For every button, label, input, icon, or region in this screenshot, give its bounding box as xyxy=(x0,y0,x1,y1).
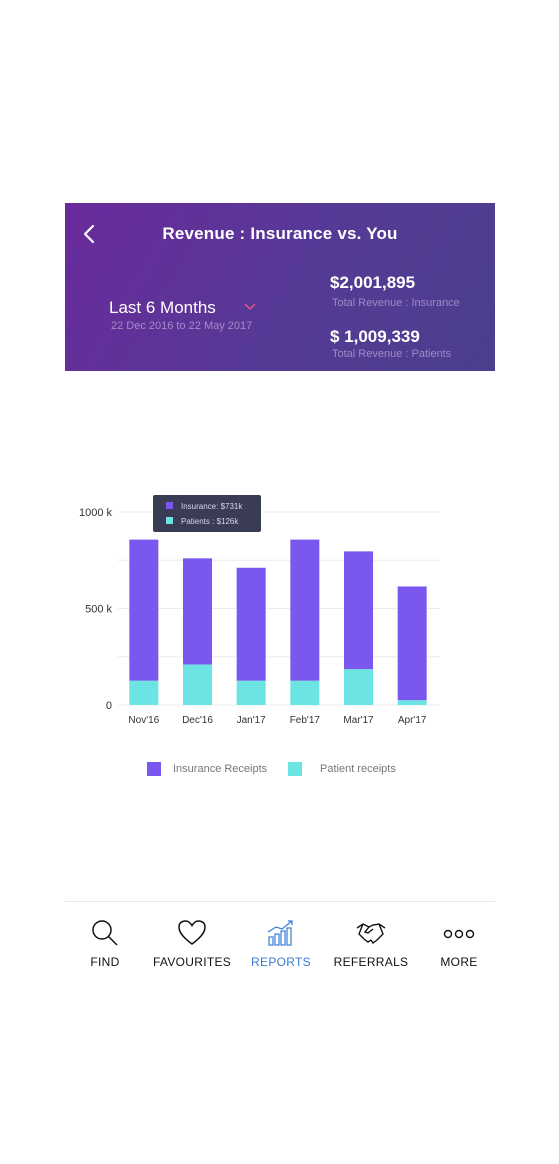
x-tick-label: Mar'17 xyxy=(343,715,374,726)
bar-patients[interactable] xyxy=(397,700,427,705)
bar-patients[interactable] xyxy=(344,669,373,705)
y-tick-label: 0 xyxy=(106,700,112,712)
date-range: 22 Dec 2016 to 22 May 2017 xyxy=(111,320,253,332)
search-icon xyxy=(92,920,118,946)
patients-revenue-amount: $ 1,009,339 xyxy=(330,327,420,346)
tab-referrals[interactable]: REFERRALS xyxy=(328,902,414,972)
tooltip-patients-swatch xyxy=(166,517,173,524)
y-tick-label: 1000 k xyxy=(79,507,113,519)
insurance-revenue-amount: $2,001,895 xyxy=(330,273,416,292)
patients-legend-swatch xyxy=(288,762,302,776)
insurance-legend-label: Insurance Receipts xyxy=(173,763,268,775)
bar-insurance[interactable] xyxy=(290,539,320,681)
chart-tooltip xyxy=(153,495,261,532)
reports-chart-icon xyxy=(267,920,293,946)
y-tick-label: 500 k xyxy=(85,604,112,616)
tab-more[interactable]: MORE xyxy=(416,902,502,972)
chart-legend: Insurance Receipts Patient receipts xyxy=(0,760,559,780)
bar-insurance[interactable] xyxy=(344,551,373,670)
tab-label: MORE xyxy=(440,955,478,969)
insurance-revenue-label: Total Revenue : Insurance xyxy=(332,297,460,309)
report-header: Revenue : Insurance vs. You Last 6 Month… xyxy=(65,203,495,371)
patients-legend-label: Patient receipts xyxy=(320,763,396,775)
tab-label: REPORTS xyxy=(251,955,311,969)
tooltip-insurance-swatch xyxy=(166,502,173,509)
bar-insurance[interactable] xyxy=(397,586,427,701)
back-arrow-icon[interactable] xyxy=(79,223,101,245)
chevron-down-icon xyxy=(244,303,256,311)
more-icon xyxy=(443,929,475,939)
x-tick-label: Apr'17 xyxy=(398,715,427,726)
tab-label: FAVOURITES xyxy=(152,955,232,969)
x-tick-label: Nov'16 xyxy=(128,715,159,726)
tab-reports[interactable]: REPORTS xyxy=(238,902,324,972)
bar-insurance[interactable] xyxy=(129,539,159,681)
tab-find[interactable]: FIND xyxy=(62,902,148,972)
tab-label: FIND xyxy=(90,955,120,969)
page-title: Revenue : Insurance vs. You xyxy=(162,224,398,243)
x-tick-label: Dec'16 xyxy=(182,715,213,726)
x-tick-label: Feb'17 xyxy=(290,715,321,726)
insurance-legend-swatch xyxy=(147,762,161,776)
tooltip-insurance-text: Insurance: $731k xyxy=(181,502,243,511)
tab-favourites[interactable]: FAVOURITES xyxy=(149,902,235,972)
bottom-tab-bar: FIND FAVOURITES REPORTS REFERRALS xyxy=(65,901,495,972)
period-label: Last 6 Months xyxy=(109,298,216,317)
bar-patients[interactable] xyxy=(290,680,320,705)
tooltip-patients-text: Patients : $126k xyxy=(181,517,239,526)
bar-patients[interactable] xyxy=(183,664,212,705)
bar-patients[interactable] xyxy=(129,680,159,705)
tab-label: REFERRALS xyxy=(333,955,409,969)
patients-revenue-label: Total Revenue : Patients xyxy=(332,348,452,360)
revenue-chart: 0 500 k 1000 k Nov'16 Dec'16 Jan'17 Feb'17 Mar'… xyxy=(79,495,440,726)
handshake-icon xyxy=(356,923,386,945)
period-selector[interactable]: Last 6 Months xyxy=(109,298,256,318)
bar-insurance[interactable] xyxy=(183,558,212,665)
bar-insurance[interactable] xyxy=(236,567,266,681)
bar-patients[interactable] xyxy=(236,680,266,705)
heart-icon xyxy=(178,920,206,945)
x-tick-label: Jan'17 xyxy=(237,715,267,726)
